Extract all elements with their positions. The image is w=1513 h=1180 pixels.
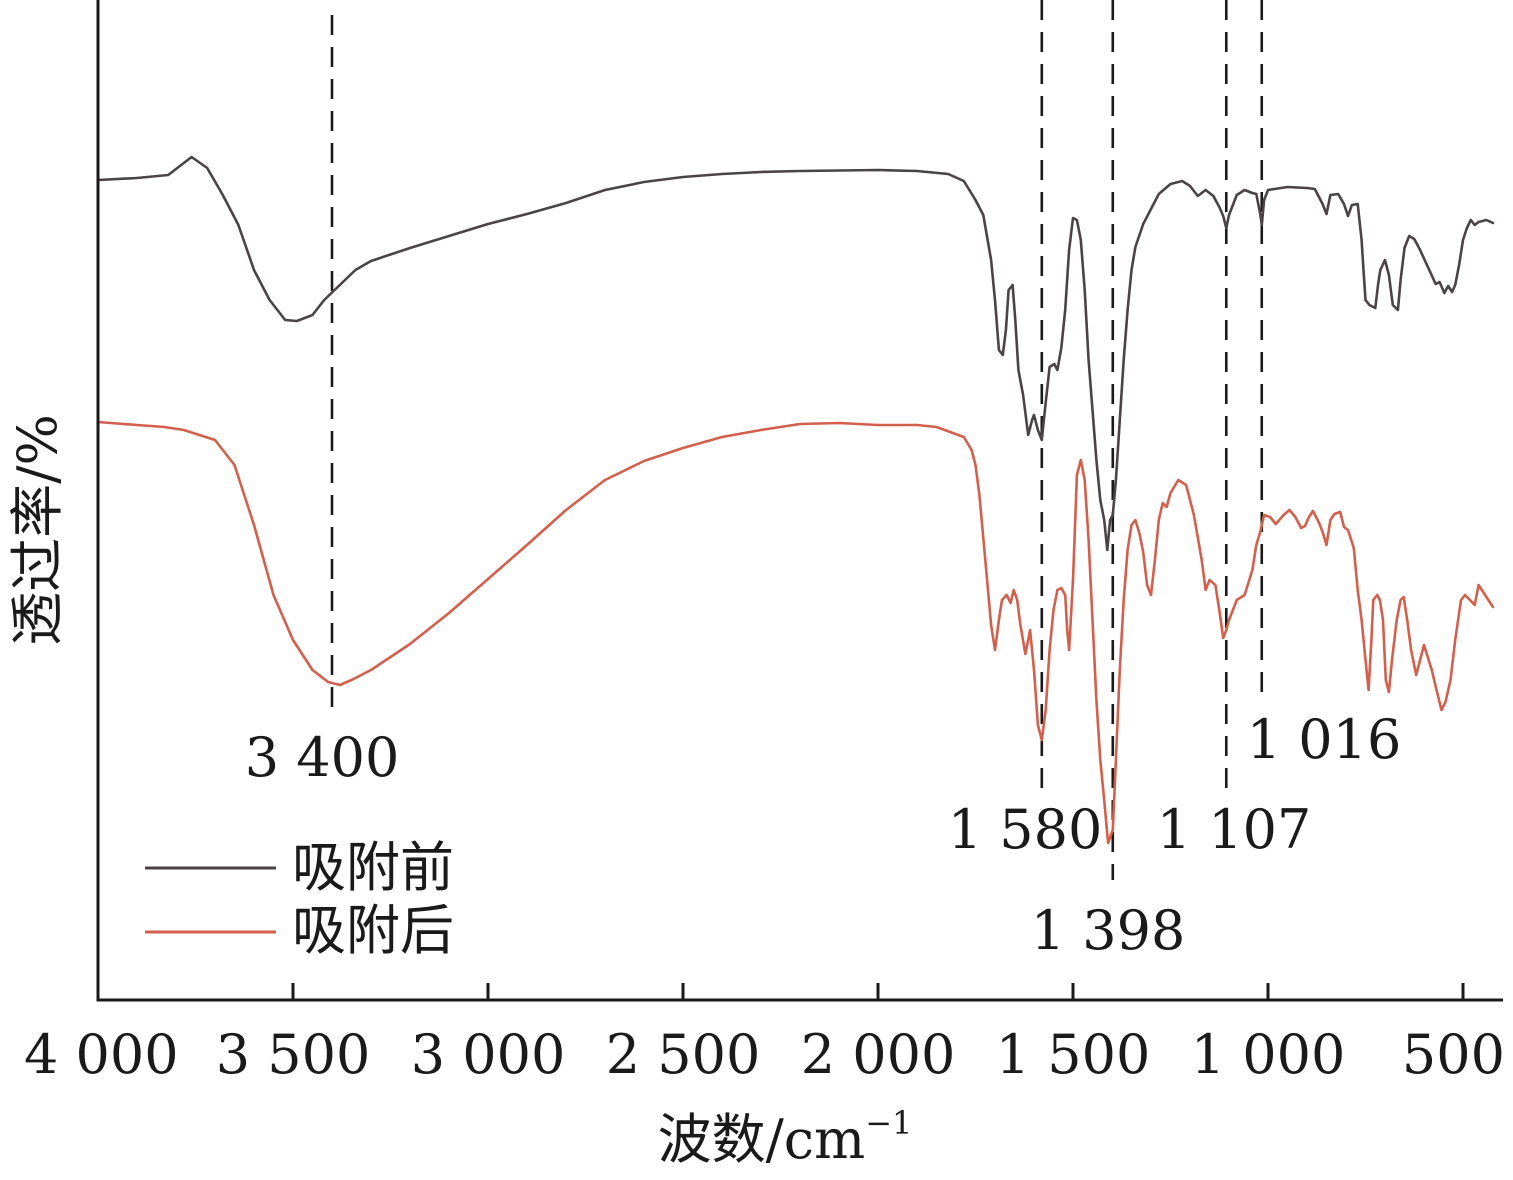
series-line-before bbox=[96, 155, 1495, 552]
annotation-labels: 3 400 1 580 1 398 1 107 1 016 bbox=[245, 708, 1402, 962]
x-tick-label: 1 500 bbox=[996, 1023, 1151, 1086]
legend: 吸附前 吸附后 bbox=[145, 836, 454, 962]
series-group bbox=[96, 155, 1495, 845]
x-tick-label: 1 000 bbox=[1191, 1023, 1346, 1086]
x-tick-label: 2 000 bbox=[801, 1023, 956, 1086]
annotation-label: 1 580 bbox=[948, 798, 1103, 861]
x-tick-label: 4 000 bbox=[24, 1023, 179, 1086]
x-tick-label: 3 000 bbox=[411, 1023, 566, 1086]
annotation-label: 1 107 bbox=[1157, 798, 1312, 861]
legend-label-before: 吸附前 bbox=[292, 836, 454, 899]
x-tick-label: 3 500 bbox=[216, 1023, 371, 1086]
x-tick-label: 2 500 bbox=[606, 1023, 761, 1086]
x-tick-label: 500 bbox=[1402, 1023, 1505, 1086]
y-axis-label: 透过率/% bbox=[6, 414, 69, 646]
annotation-label: 1 016 bbox=[1247, 708, 1402, 771]
legend-label-after: 吸附后 bbox=[292, 899, 454, 962]
x-ticks: 4 000 3 500 3 000 2 500 2 000 1 500 1 000 500 bbox=[24, 983, 1505, 1086]
x-axis-label: 波数/cm−1 bbox=[658, 1104, 913, 1171]
x-axis-label-main: 波数/cm bbox=[658, 1108, 866, 1171]
series-line-after bbox=[96, 420, 1495, 845]
annotation-label: 3 400 bbox=[245, 726, 400, 789]
x-axis-label-superscript: −1 bbox=[865, 1104, 912, 1142]
annotation-lines bbox=[330, 0, 1264, 880]
annotation-label: 1 398 bbox=[1031, 899, 1186, 962]
